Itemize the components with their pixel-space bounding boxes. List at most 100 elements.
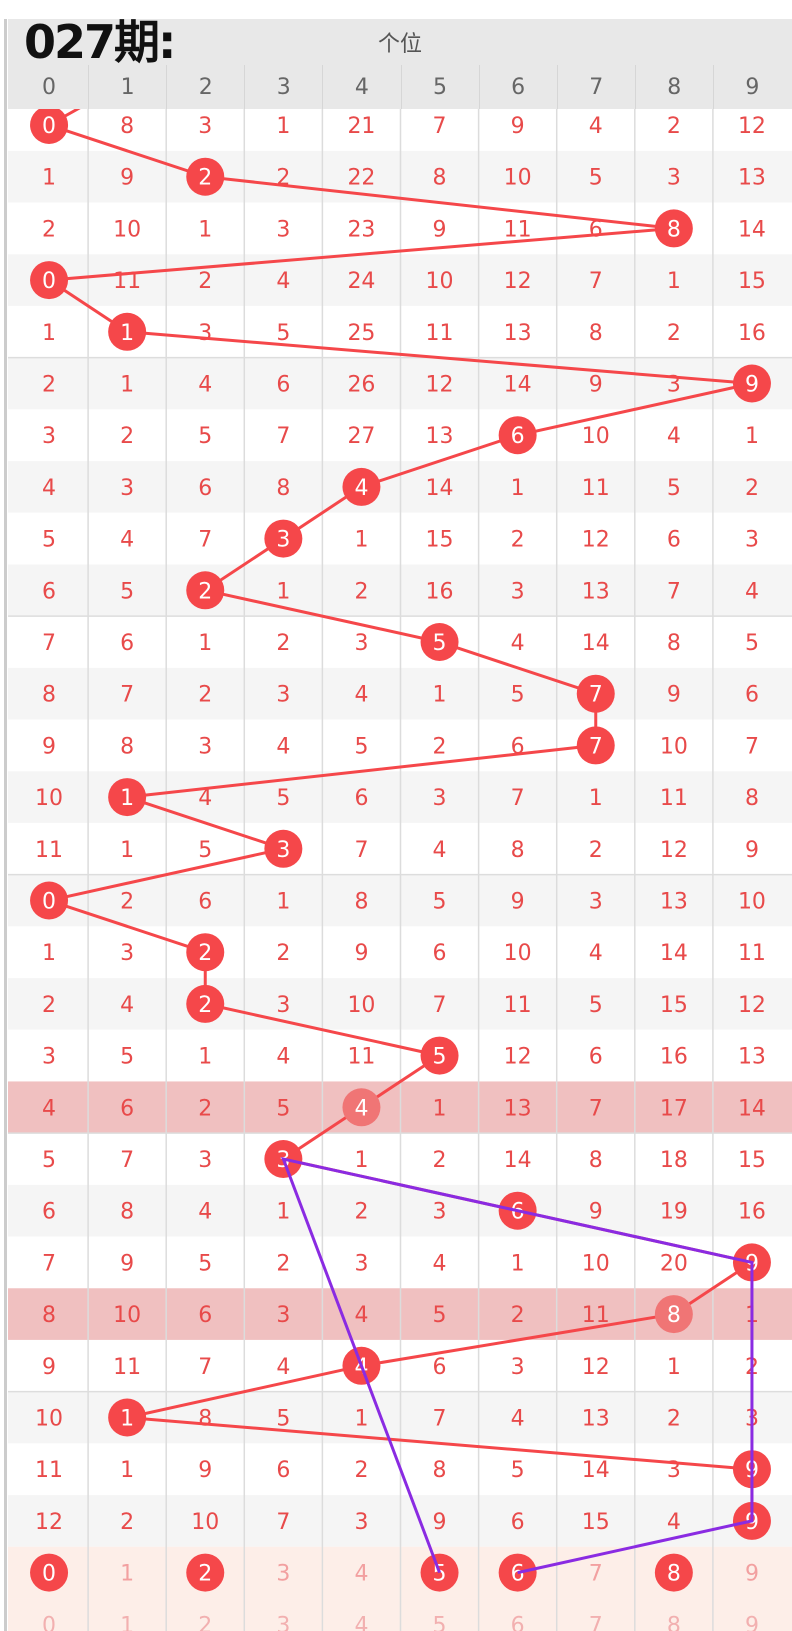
cell-value: 11 — [426, 321, 454, 346]
cell-value: 2 — [667, 1407, 681, 1432]
cell-value: 5 — [433, 1303, 447, 1328]
cell-value: 15 — [582, 1510, 610, 1535]
cell-value: 5 — [511, 1458, 525, 1483]
cell-value: 2 — [198, 269, 212, 294]
prediction-number: 6 — [511, 1562, 525, 1587]
cell-value: 5 — [120, 1045, 134, 1070]
cell-value: 12 — [582, 528, 610, 553]
cell-value: 15 — [660, 993, 688, 1018]
hit-number: 7 — [589, 734, 603, 759]
cell-value: 4 — [667, 424, 681, 449]
cell-value: 5 — [276, 1096, 290, 1121]
digit-header-8: 8 — [634, 65, 713, 109]
cell-value: 2 — [120, 890, 134, 915]
hit-ball — [108, 312, 147, 351]
footer-digit: 5 — [433, 1613, 447, 1631]
cell-value: 7 — [276, 424, 290, 449]
cell-value: 3 — [589, 890, 603, 915]
prediction-ball — [654, 1553, 693, 1592]
footer-digit: 9 — [745, 1613, 759, 1631]
cell-value: 5 — [42, 528, 56, 553]
cell-value: 8 — [667, 631, 681, 656]
cell-value: 1 — [42, 166, 56, 191]
footer-digit: 4 — [354, 1613, 368, 1631]
cell-value: 14 — [426, 476, 454, 501]
cell-value: 2 — [276, 941, 290, 966]
cell-value: 10 — [347, 993, 375, 1018]
cell-value: 8 — [745, 786, 759, 811]
hit-number: 1 — [120, 786, 134, 811]
cell-value: 3 — [42, 424, 56, 449]
cell-value: 3 — [198, 114, 212, 139]
cell-value: 9 — [745, 838, 759, 863]
cell-value: 1 — [42, 941, 56, 966]
cell-value: 7 — [42, 1251, 56, 1276]
hit-number: 5 — [433, 1045, 447, 1070]
hit-number: 9 — [745, 373, 759, 398]
cell-value: 3 — [120, 476, 134, 501]
digit-header-2: 2 — [166, 65, 244, 109]
cell-value: 10 — [426, 269, 454, 294]
footer-digit: 1 — [120, 1613, 134, 1631]
hit-number: 2 — [198, 941, 212, 966]
cell-value: 14 — [660, 941, 688, 966]
hit-ball — [420, 1036, 459, 1075]
cell-value: 9 — [511, 114, 525, 139]
cell-value: 11 — [660, 786, 688, 811]
hit-ball — [498, 416, 537, 455]
header-title: 个位 — [377, 32, 422, 57]
cell-value: 8 — [433, 1458, 447, 1483]
digit-header-0: 0 — [42, 74, 56, 100]
cell-value: 2 — [433, 1148, 447, 1173]
cell-value: 14 — [738, 217, 766, 242]
hit-ball — [342, 1088, 381, 1127]
prediction-value: 3 — [276, 1562, 290, 1587]
cell-value: 11 — [738, 941, 766, 966]
cell-value: 11 — [582, 476, 610, 501]
cell-value: 5 — [42, 1148, 56, 1173]
cell-value: 9 — [354, 941, 368, 966]
cell-value: 4 — [354, 1303, 368, 1328]
hit-number: 2 — [198, 166, 212, 191]
cell-value: 1 — [433, 683, 447, 708]
digit-header-9: 9 — [712, 65, 791, 109]
cell-value: 13 — [582, 579, 610, 604]
cell-value: 7 — [745, 734, 759, 759]
cell-value: 4 — [667, 1510, 681, 1535]
cell-value: 6 — [354, 786, 368, 811]
hit-number: 8 — [667, 217, 681, 242]
prediction-value: 1 — [120, 1562, 134, 1587]
cell-value: 7 — [667, 579, 681, 604]
cell-value: 1 — [589, 786, 603, 811]
cell-value: 5 — [433, 890, 447, 915]
cell-value: 10 — [582, 1251, 610, 1276]
hit-ball — [30, 106, 69, 144]
cell-value: 9 — [511, 890, 525, 915]
cell-value: 1 — [511, 1251, 525, 1276]
cell-value: 8 — [589, 321, 603, 346]
cell-value: 22 — [347, 166, 375, 191]
cell-value: 6 — [667, 528, 681, 553]
cell-value: 7 — [433, 1407, 447, 1432]
cell-value: 4 — [198, 1200, 212, 1225]
cell-value: 2 — [42, 993, 56, 1018]
hit-number: 1 — [120, 321, 134, 346]
cell-value: 14 — [582, 1458, 610, 1483]
cell-value: 4 — [42, 1096, 56, 1121]
cell-value: 1 — [433, 1096, 447, 1121]
cell-value: 8 — [120, 114, 134, 139]
cell-value: 1 — [745, 424, 759, 449]
cell-value: 4 — [511, 1407, 525, 1432]
cell-value: 3 — [198, 734, 212, 759]
cell-value: 2 — [120, 424, 134, 449]
cell-value: 8 — [42, 683, 56, 708]
prediction-number: 2 — [198, 1562, 212, 1587]
cell-value: 5 — [589, 993, 603, 1018]
cell-value: 11 — [504, 993, 532, 1018]
cell-value: 8 — [198, 1407, 212, 1432]
cell-value: 2 — [589, 838, 603, 863]
hit-number: 8 — [667, 1303, 681, 1328]
cell-value: 6 — [120, 631, 134, 656]
cell-value: 10 — [504, 166, 532, 191]
